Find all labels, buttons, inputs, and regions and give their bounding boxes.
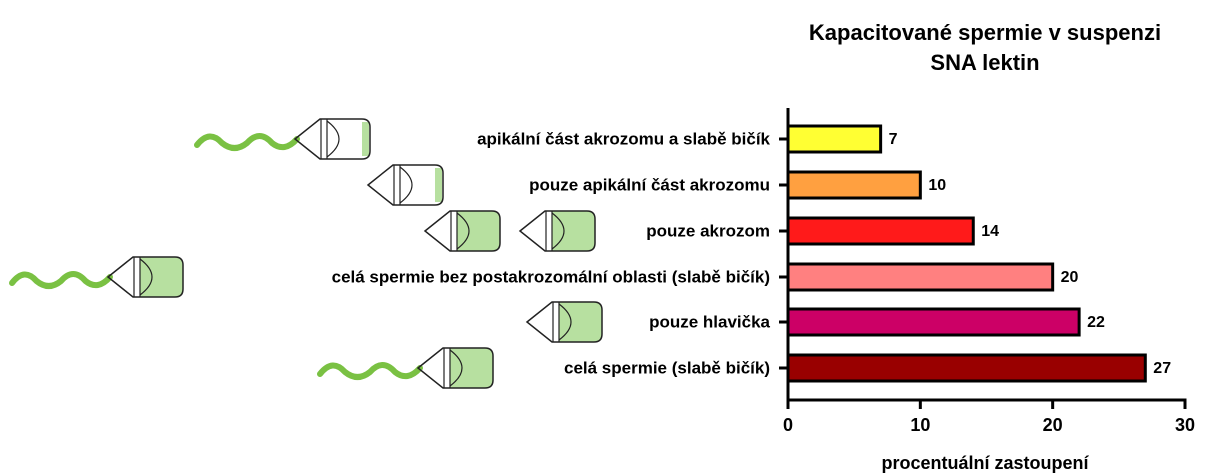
bar [788, 355, 1145, 381]
category-label: pouze apikální část akrozomu [529, 175, 770, 194]
head-arc [327, 121, 339, 157]
x-tick-label: 20 [1043, 415, 1063, 435]
chart-title: Kapacitované spermie v suspenzi [809, 20, 1161, 45]
value-label: 22 [1087, 314, 1105, 331]
bar [788, 126, 881, 152]
x-tick-label: 10 [910, 415, 930, 435]
bar [788, 172, 920, 198]
head-fill [559, 302, 602, 342]
bar [788, 264, 1053, 290]
category-label: pouze hlavička [649, 312, 770, 331]
value-label: 7 [889, 131, 898, 148]
tail [320, 365, 420, 377]
value-label: 27 [1153, 360, 1171, 377]
category-label: pouze akrozom [646, 221, 770, 240]
tail [12, 274, 110, 286]
x-axis-label: procentuální zastoupení [881, 453, 1089, 473]
head-fill [362, 122, 369, 156]
category-label: celá spermie bez postakrozomální oblasti… [332, 267, 770, 286]
value-label: 10 [928, 177, 946, 194]
category-label: celá spermie (slabě bičík) [564, 358, 770, 377]
tail [197, 136, 297, 148]
head-arc [400, 167, 412, 203]
head-fill [457, 211, 500, 251]
bar [788, 309, 1079, 335]
category-label: apikální část akrozomu a slabě bičík [477, 129, 770, 148]
head-fill [140, 257, 183, 297]
value-label: 20 [1061, 269, 1079, 286]
x-tick-label: 30 [1175, 415, 1195, 435]
chart: Kapacitované spermie v suspenzi SNA lekt… [0, 0, 1213, 476]
head-fill [435, 168, 442, 202]
bar [788, 218, 973, 244]
icons [12, 119, 602, 388]
chart-title: SNA lektin [930, 50, 1039, 75]
head-fill [450, 348, 493, 388]
x-tick-label: 0 [783, 415, 793, 435]
head-fill [552, 211, 595, 251]
value-label: 14 [981, 223, 999, 240]
